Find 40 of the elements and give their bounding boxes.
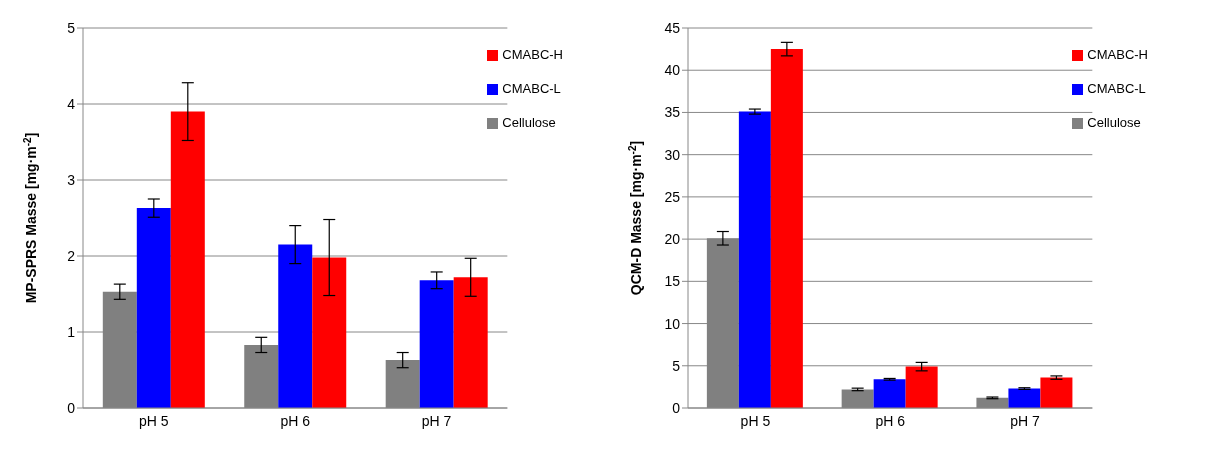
bar (905, 366, 938, 408)
bar (453, 277, 488, 408)
y-tick-label: 0 (672, 399, 681, 416)
legend-label: CMABC-H (502, 47, 563, 62)
bar (278, 244, 313, 408)
y-tick-label: 0 (67, 399, 76, 416)
y-tick-label: 35 (664, 104, 681, 121)
y-tick-label: 5 (672, 357, 681, 374)
y-tick-label: 40 (664, 62, 681, 79)
y-tick-label: 45 (664, 19, 681, 36)
bar (770, 49, 803, 408)
legend-label: CMABC-H (1087, 47, 1148, 62)
bar (1008, 388, 1041, 408)
bar (1040, 377, 1073, 408)
x-tick-label: pH 7 (1010, 412, 1040, 429)
bar (873, 379, 906, 408)
x-tick-label: pH 6 (875, 412, 906, 429)
bar (419, 280, 454, 408)
bar (312, 257, 347, 408)
y-tick-label: 4 (67, 95, 76, 112)
y-tick-label: 1 (67, 323, 76, 340)
y-tick-label: 3 (67, 171, 76, 188)
bar (136, 208, 171, 408)
y-tick-label: 5 (67, 19, 76, 36)
bar (738, 111, 771, 408)
y-tick-label: 10 (664, 315, 681, 332)
y-tick-label: 25 (664, 188, 681, 205)
x-tick-label: pH 5 (138, 412, 169, 429)
bar (170, 111, 205, 408)
y-tick-label: 20 (664, 231, 681, 248)
x-tick-label: pH 6 (280, 412, 311, 429)
legend-label: CMABC-L (502, 81, 561, 96)
legend-label: Cellulose (502, 115, 556, 130)
y-tick-label: 2 (67, 247, 76, 264)
x-tick-label: pH 7 (421, 412, 452, 429)
y-tick-label: 15 (664, 273, 681, 290)
y-tick-label: 30 (664, 146, 681, 163)
x-tick-label: pH 5 (740, 412, 771, 429)
legend-label: CMABC-L (1087, 81, 1146, 96)
legend-label: Cellulose (1087, 115, 1141, 130)
